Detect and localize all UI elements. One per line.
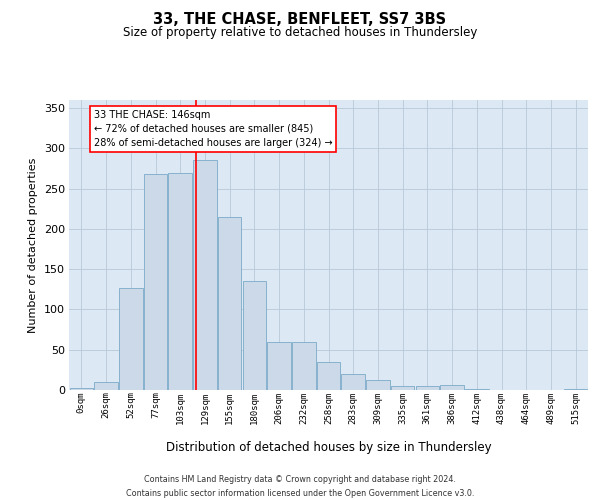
Text: 33, THE CHASE, BENFLEET, SS7 3BS: 33, THE CHASE, BENFLEET, SS7 3BS bbox=[154, 12, 446, 28]
Text: Distribution of detached houses by size in Thundersley: Distribution of detached houses by size … bbox=[166, 441, 491, 454]
Bar bbox=[144, 174, 167, 390]
Bar bbox=[169, 172, 192, 390]
Bar bbox=[341, 374, 365, 390]
Bar bbox=[94, 382, 118, 390]
Bar bbox=[391, 386, 415, 390]
Bar bbox=[317, 362, 340, 390]
Bar bbox=[292, 342, 316, 390]
Bar bbox=[193, 160, 217, 390]
Bar bbox=[366, 380, 389, 390]
Bar bbox=[242, 281, 266, 390]
Bar bbox=[564, 389, 587, 390]
Text: Size of property relative to detached houses in Thundersley: Size of property relative to detached ho… bbox=[123, 26, 477, 39]
Bar bbox=[465, 389, 488, 390]
Bar bbox=[70, 388, 93, 390]
Bar bbox=[416, 386, 439, 390]
Bar bbox=[218, 217, 241, 390]
Bar bbox=[268, 342, 291, 390]
Text: Contains HM Land Registry data © Crown copyright and database right 2024.
Contai: Contains HM Land Registry data © Crown c… bbox=[126, 476, 474, 498]
Bar bbox=[119, 288, 143, 390]
Bar bbox=[440, 385, 464, 390]
Text: 33 THE CHASE: 146sqm
← 72% of detached houses are smaller (845)
28% of semi-deta: 33 THE CHASE: 146sqm ← 72% of detached h… bbox=[94, 110, 332, 148]
Y-axis label: Number of detached properties: Number of detached properties bbox=[28, 158, 38, 332]
